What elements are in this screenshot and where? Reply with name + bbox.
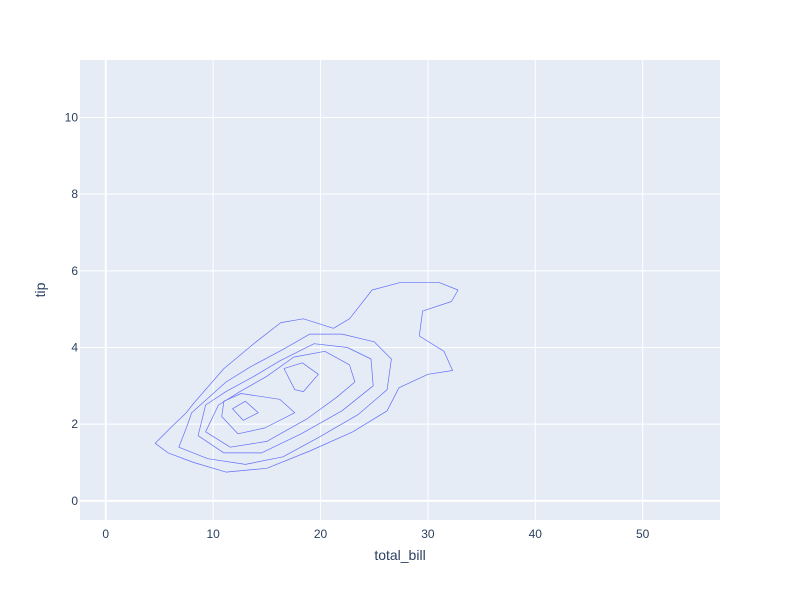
x-axis-title: total_bill [374,547,425,563]
x-tick-label-1: 10 [206,527,220,541]
x-tick-label-3: 30 [421,527,435,541]
plot-background [80,60,720,520]
contour-line-5 [221,393,296,435]
y-tick-label-0: 0 [71,494,78,508]
y-tick-label-2: 4 [71,341,78,355]
contour-line-6 [232,400,259,421]
x-tick-label-0: 0 [102,527,109,541]
contour-lines [154,281,459,473]
y-tick-label-4: 8 [71,187,78,201]
contour-line-2 [178,333,392,465]
contour-line-7 [283,362,319,392]
grid-lines [80,60,720,520]
contour-line-3 [197,343,374,454]
contour-line-4 [205,350,356,448]
x-tick-label-2: 20 [314,527,328,541]
x-tick-label-4: 40 [529,527,543,541]
y-tick-label-5: 10 [65,111,79,125]
x-tick-labels: 0 10 20 30 40 50 [102,527,649,541]
contour-line-1 [154,281,459,473]
y-tick-labels: 0 2 4 6 8 10 [65,111,79,508]
y-tick-label-3: 6 [71,264,78,278]
x-tick-label-5: 50 [636,527,650,541]
y-axis-title: tip [32,282,48,297]
y-tick-label-1: 2 [71,417,78,431]
